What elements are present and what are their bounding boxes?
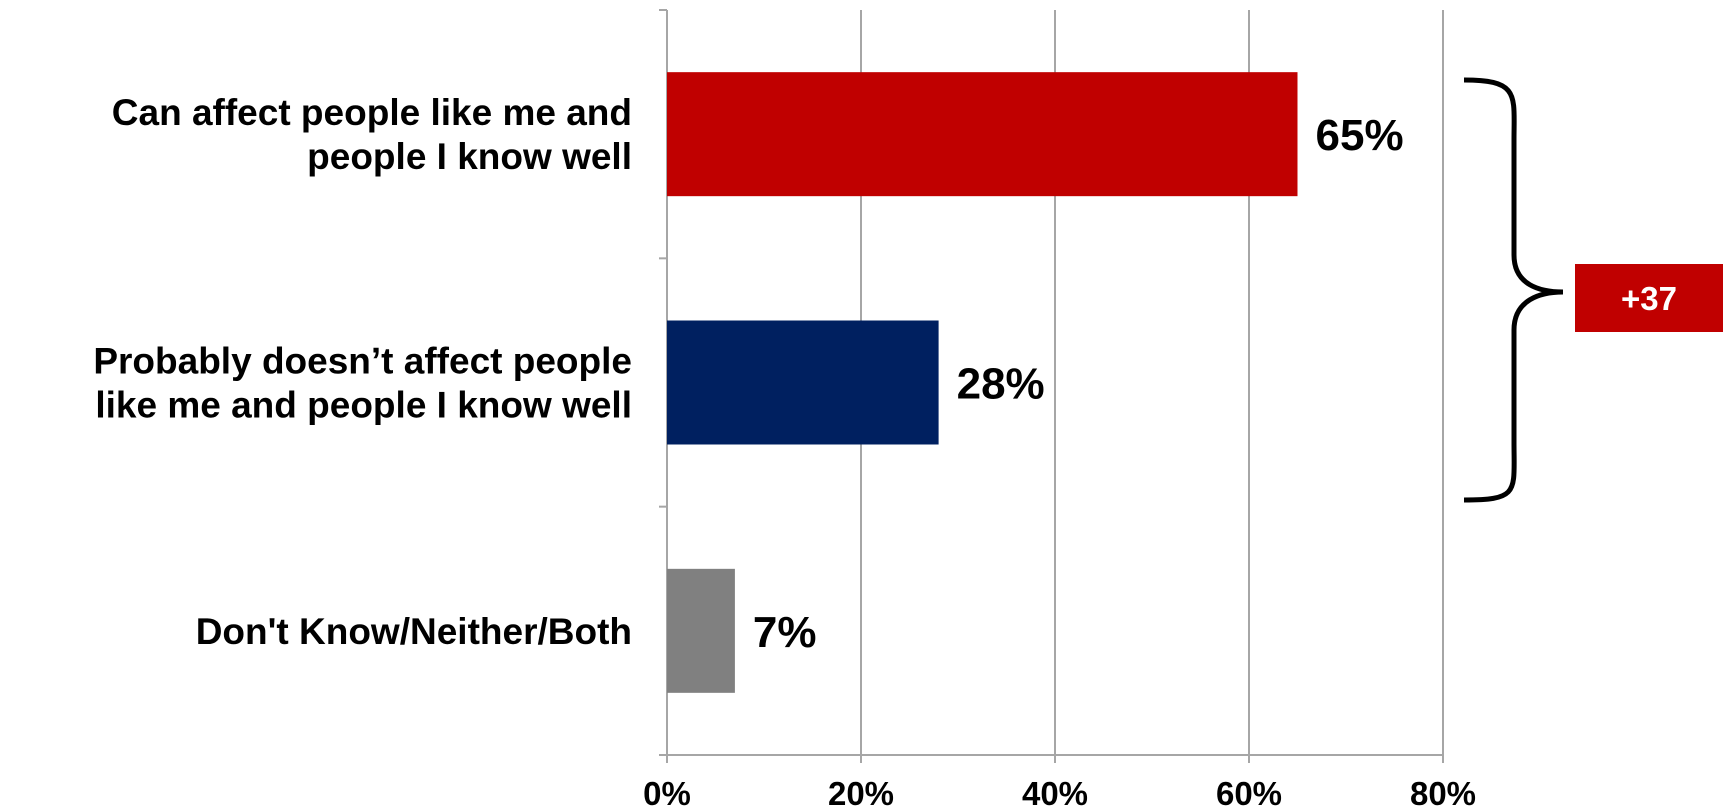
x-tick-label: 20% [828,775,894,808]
category-label: Can affect people like me and [112,92,632,133]
bar [667,72,1298,197]
category-label: Don't Know/Neither/Both [196,611,632,652]
difference-badge [1575,264,1723,332]
x-tick-label: 40% [1022,775,1088,808]
brace-shape [1463,77,1564,503]
category-label: Probably doesn’t affect people [93,341,632,382]
x-tick-label: 0% [643,775,691,808]
data-labels: 65% 28% 7% [753,111,1404,657]
bars [667,72,1298,693]
bar [667,568,735,693]
data-label: 28% [957,360,1045,409]
data-label: 65% [1316,111,1404,160]
x-tick-label: 80% [1410,775,1476,808]
data-label: 7% [753,608,817,657]
bar [667,320,939,445]
category-label: like me and people I know well [95,385,632,426]
x-tick-labels: 0% 20% 40% 60% 80% [643,775,1476,808]
category-label: people I know well [307,136,632,177]
x-tick-label: 60% [1216,775,1282,808]
difference-badge-text: +37 [1621,280,1677,317]
difference-annotation: +37 [1463,77,1723,503]
